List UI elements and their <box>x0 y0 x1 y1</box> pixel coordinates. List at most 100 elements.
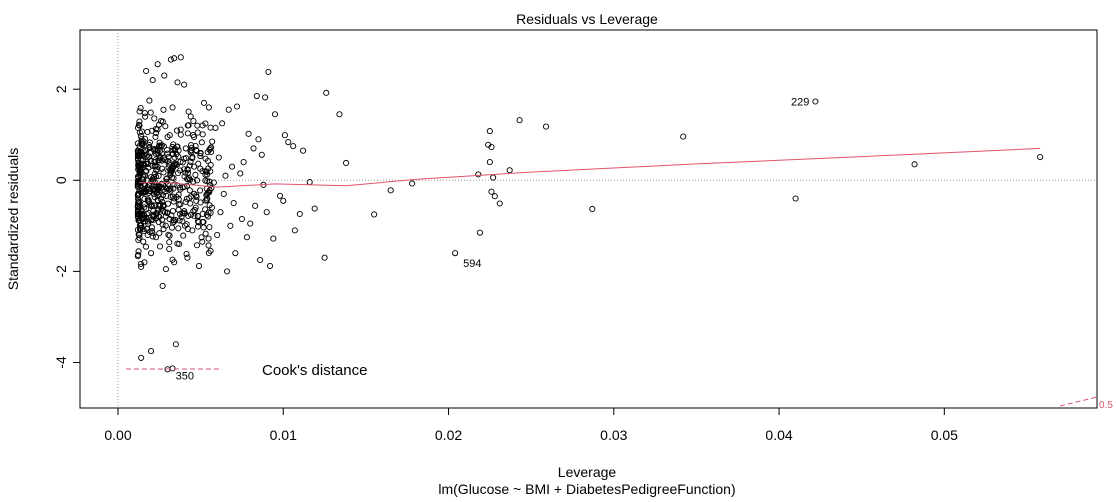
data-point <box>156 230 163 237</box>
data-point <box>160 202 167 209</box>
data-point <box>193 242 201 249</box>
data-point <box>194 129 201 136</box>
data-point <box>323 89 330 96</box>
data-point <box>371 211 378 218</box>
data-point <box>205 235 212 242</box>
data-point <box>177 184 184 191</box>
x-axis-label: Leverage <box>558 464 617 480</box>
model-formula-label: lm(Glucose ~ BMI + DiabetesPedigreeFunct… <box>438 481 735 497</box>
data-point <box>207 209 214 216</box>
data-point <box>215 154 222 161</box>
data-point <box>193 148 200 155</box>
data-point <box>152 125 159 132</box>
data-point <box>202 230 209 237</box>
data-point <box>184 166 191 174</box>
data-point <box>143 225 150 232</box>
x-tick-label: 0.02 <box>435 427 462 443</box>
data-point <box>147 202 154 209</box>
data-point <box>542 123 550 130</box>
data-point <box>136 118 143 125</box>
data-point <box>168 165 175 172</box>
x-tick-label: 0.00 <box>104 427 131 443</box>
data-point <box>187 147 194 154</box>
data-point <box>589 205 596 213</box>
data-point <box>208 144 215 151</box>
data-point <box>206 224 213 231</box>
data-point <box>258 151 265 158</box>
data-point <box>202 177 209 184</box>
data-point <box>200 99 207 106</box>
data-point <box>170 185 177 192</box>
data-point <box>182 198 189 205</box>
data-point <box>177 167 184 174</box>
data-point <box>271 111 279 118</box>
data-point <box>146 139 153 146</box>
data-point <box>142 243 150 250</box>
data-point <box>207 161 214 169</box>
data-point <box>184 130 191 137</box>
data-point <box>159 216 166 223</box>
data-point <box>148 348 155 355</box>
data-point <box>181 81 188 88</box>
data-point <box>193 177 201 184</box>
data-point <box>168 224 176 231</box>
data-point <box>140 238 147 245</box>
data-point <box>138 263 145 270</box>
data-point <box>192 146 200 154</box>
data-point <box>154 166 161 173</box>
data-point <box>219 120 226 127</box>
data-point <box>154 61 161 68</box>
data-point <box>135 251 142 258</box>
data-point <box>174 240 181 247</box>
data-point <box>166 132 173 139</box>
y-tick-label: -2 <box>53 265 69 278</box>
data-point <box>159 221 166 228</box>
x-tick-label: 0.05 <box>931 427 958 443</box>
data-point <box>136 108 143 115</box>
data-point <box>138 354 145 361</box>
data-point <box>191 213 198 220</box>
data-points <box>134 54 1044 373</box>
data-point <box>171 55 178 62</box>
data-point <box>181 155 188 162</box>
data-point <box>172 216 179 224</box>
y-tick-label: 2 <box>53 85 69 93</box>
data-point <box>134 124 142 131</box>
data-point <box>160 106 167 113</box>
data-point <box>165 153 172 160</box>
data-point <box>238 215 245 223</box>
data-point <box>476 229 483 236</box>
data-point <box>179 218 186 225</box>
data-point <box>233 103 241 110</box>
data-point <box>220 190 227 198</box>
data-point <box>187 176 194 183</box>
data-point <box>181 173 188 180</box>
data-point <box>137 161 144 168</box>
data-point <box>387 187 394 194</box>
data-point <box>285 138 292 146</box>
y-axis-label: Standardized residuals <box>5 148 21 290</box>
data-point <box>166 232 173 239</box>
data-point <box>174 79 181 86</box>
data-point <box>204 157 212 164</box>
data-point <box>200 218 207 226</box>
data-point <box>149 175 156 182</box>
data-point <box>208 148 215 156</box>
data-point <box>165 231 172 238</box>
data-point <box>214 231 221 238</box>
data-point <box>161 72 168 79</box>
data-point <box>157 201 164 208</box>
data-point <box>171 154 178 161</box>
data-point <box>152 133 159 141</box>
data-point <box>207 168 214 175</box>
data-point <box>197 165 204 172</box>
data-point <box>164 209 171 216</box>
plot-frame <box>79 29 1098 409</box>
data-point <box>296 210 303 218</box>
data-point <box>170 147 177 154</box>
data-point <box>136 151 143 158</box>
data-point <box>172 341 179 348</box>
data-point <box>169 104 176 111</box>
data-point <box>240 159 247 166</box>
data-point <box>205 249 212 257</box>
